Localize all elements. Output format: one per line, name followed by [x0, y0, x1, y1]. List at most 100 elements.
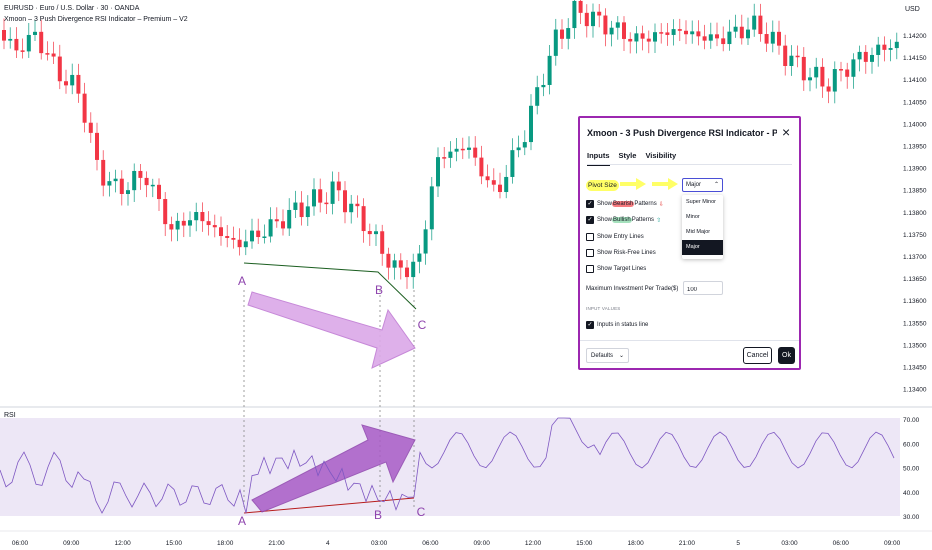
price-pattern-label: C [418, 318, 427, 332]
candle [609, 27, 614, 35]
candle [566, 28, 571, 39]
candle [113, 178, 118, 182]
time-tick-label: 03:00 [781, 540, 798, 547]
candle [181, 220, 186, 226]
price-tick-label: 1.14000 [903, 121, 927, 128]
checkbox-icon[interactable] [586, 265, 594, 273]
checkbox-checked-icon[interactable]: ✓ [586, 321, 594, 329]
show-bullish-row[interactable]: ✓ Show Bullish Patterns ⇧ [586, 216, 661, 224]
rsi-pattern-label: B [374, 508, 382, 522]
close-icon[interactable]: × [782, 124, 791, 140]
pivot-size-dropdown: Super Minor Minor Mid Major Major [682, 195, 723, 259]
time-tick-label: 12:00 [525, 540, 542, 547]
rsi-pattern-label: A [238, 514, 246, 528]
price-pattern-label: B [375, 283, 383, 297]
dialog-title: Xmoon - 3 Push Divergence RSI Indicator … [587, 128, 777, 138]
dropdown-option-major[interactable]: Major [682, 240, 723, 255]
checkbox-icon[interactable] [586, 249, 594, 257]
candle [8, 38, 13, 41]
candle [26, 34, 31, 52]
candle [163, 199, 168, 225]
row-label: Show Entry Lines [597, 234, 644, 240]
pivot-size-select[interactable]: Major ⌃ [682, 178, 723, 192]
candle [876, 44, 881, 55]
candle [194, 212, 199, 221]
candle [231, 237, 236, 240]
candle [820, 66, 825, 87]
time-tick-label: 03:00 [371, 540, 388, 547]
candle [479, 157, 484, 177]
up-arrow-icon: ⇧ [656, 217, 662, 224]
candle [535, 87, 540, 106]
candle [305, 206, 310, 218]
defaults-button[interactable]: Defaults ⌄ [586, 348, 629, 363]
candle [200, 212, 205, 222]
rsi-tick-label: 50.00 [903, 466, 920, 473]
candle [653, 32, 657, 42]
candle [144, 177, 149, 186]
show-bearish-row[interactable]: ✓ Show Bearish Patterns ⇩ [586, 200, 664, 208]
candle [839, 69, 843, 71]
candle [882, 44, 887, 50]
checkbox-icon[interactable] [586, 233, 594, 241]
show-target-lines-row[interactable]: Show Target Lines [586, 265, 646, 273]
candle [522, 142, 527, 148]
pattern-overlay: A B C A B C [238, 262, 427, 528]
candle [690, 31, 695, 35]
candle [20, 50, 25, 52]
candle [33, 31, 37, 35]
candle [721, 38, 726, 45]
candle [169, 224, 174, 230]
dropdown-option-mid-major[interactable]: Mid Major [686, 229, 711, 235]
checkbox-checked-icon[interactable]: ✓ [586, 200, 594, 208]
price-tick-label: 1.13800 [903, 210, 927, 217]
candle [560, 29, 564, 39]
price-tick-label: 1.13400 [903, 387, 927, 394]
show-risk-free-lines-row[interactable]: Show Risk-Free Lines [586, 249, 656, 257]
candle [715, 34, 719, 39]
tab-visibility[interactable]: Visibility [645, 151, 677, 160]
candle [126, 190, 130, 194]
tab-style[interactable]: Style [618, 151, 637, 160]
down-arrow-graphic [247, 291, 416, 369]
candle [696, 31, 701, 37]
tab-inputs[interactable]: Inputs [587, 151, 610, 166]
candle [622, 22, 626, 39]
candle [510, 150, 515, 177]
dropdown-option-minor[interactable]: Minor [686, 214, 700, 220]
axes: 1.14200 1.14150 1.14100 1.14050 1.14000 1.139… [12, 33, 927, 547]
candle [386, 253, 391, 268]
candle [336, 181, 341, 191]
defaults-label: Defaults [591, 353, 614, 359]
price-tick-label: 1.13950 [903, 144, 927, 151]
price-tick-label: 1.14100 [903, 77, 927, 84]
candle [591, 11, 595, 27]
candle [615, 22, 620, 28]
cancel-button[interactable]: Cancel [743, 347, 772, 364]
candle [851, 59, 856, 77]
candle [541, 84, 546, 88]
row-label: Patterns [634, 201, 657, 207]
dropdown-option-super-minor[interactable]: Super Minor [686, 199, 716, 205]
candle [423, 229, 428, 254]
ok-button[interactable]: Ok [778, 347, 795, 364]
candle [405, 267, 409, 278]
candle [212, 225, 217, 228]
candle [702, 36, 707, 41]
candle [281, 221, 285, 229]
candle [45, 53, 50, 55]
investment-input[interactable] [683, 281, 723, 295]
candle [603, 15, 608, 35]
time-tick-label: 18:00 [217, 540, 234, 547]
candle [628, 38, 633, 42]
row-label: Show [597, 217, 613, 223]
candle [398, 260, 403, 268]
investment-label: Maximum Investment Per Trade($) [586, 286, 679, 292]
checkbox-checked-icon[interactable]: ✓ [586, 216, 594, 224]
candle [119, 178, 124, 194]
candle [578, 0, 583, 13]
candle [448, 151, 453, 158]
inputs-in-status-row[interactable]: ✓ Inputs in status line [586, 321, 648, 329]
show-entry-lines-row[interactable]: Show Entry Lines [586, 233, 644, 241]
